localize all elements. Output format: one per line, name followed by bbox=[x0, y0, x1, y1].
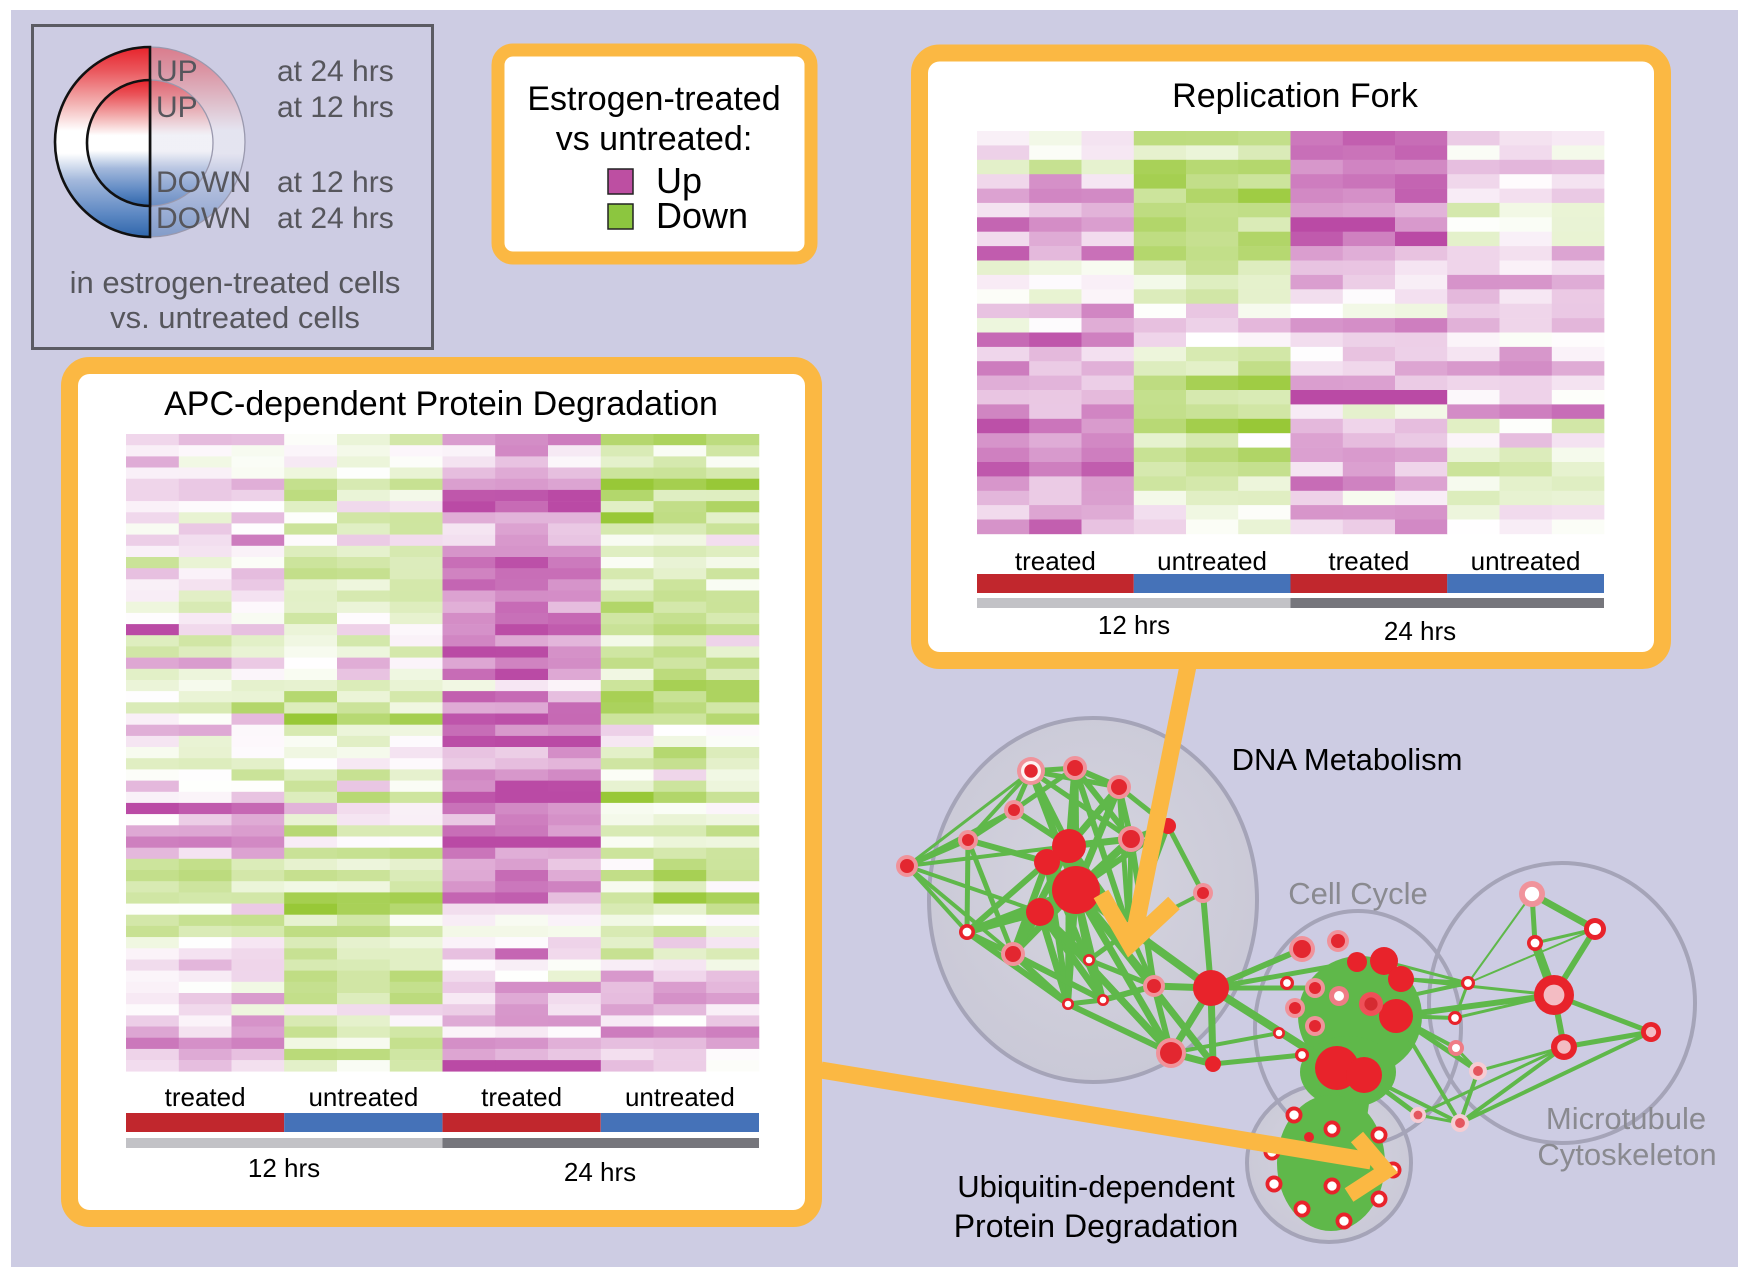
svg-text:DOWN: DOWN bbox=[156, 202, 251, 235]
svg-text:DNA Metabolism: DNA Metabolism bbox=[1232, 742, 1463, 777]
svg-text:treated: treated bbox=[481, 1082, 562, 1112]
svg-text:Cytoskeleton: Cytoskeleton bbox=[1537, 1137, 1716, 1172]
svg-text:treated: treated bbox=[1015, 546, 1096, 576]
svg-text:at 24 hrs: at 24 hrs bbox=[277, 55, 394, 88]
svg-text:UP: UP bbox=[156, 55, 198, 88]
svg-text:DOWN: DOWN bbox=[156, 166, 251, 199]
svg-text:Cell Cycle: Cell Cycle bbox=[1288, 876, 1428, 911]
svg-text:12 hrs: 12 hrs bbox=[1098, 610, 1170, 640]
svg-text:12 hrs: 12 hrs bbox=[248, 1153, 320, 1183]
svg-text:in estrogen-treated cells: in estrogen-treated cells bbox=[70, 265, 401, 300]
svg-text:at 12 hrs: at 12 hrs bbox=[277, 91, 394, 124]
svg-text:Replication Fork: Replication Fork bbox=[1172, 77, 1419, 115]
svg-text:at 24 hrs: at 24 hrs bbox=[277, 202, 394, 235]
svg-text:Protein Degradation: Protein Degradation bbox=[954, 1208, 1239, 1244]
svg-text:vs untreated:: vs untreated: bbox=[556, 120, 753, 158]
svg-text:24 hrs: 24 hrs bbox=[564, 1157, 636, 1187]
svg-text:APC-dependent Protein Degradat: APC-dependent Protein Degradation bbox=[164, 385, 718, 423]
svg-text:treated: treated bbox=[1328, 546, 1409, 576]
svg-text:treated: treated bbox=[165, 1082, 246, 1112]
svg-text:UP: UP bbox=[156, 91, 198, 124]
svg-text:24 hrs: 24 hrs bbox=[1384, 616, 1456, 646]
svg-text:Up: Up bbox=[656, 160, 702, 201]
svg-text:at 12 hrs: at 12 hrs bbox=[277, 166, 394, 199]
svg-text:Microtubule: Microtubule bbox=[1546, 1101, 1706, 1136]
svg-text:untreated: untreated bbox=[625, 1082, 735, 1112]
svg-text:Estrogen-treated: Estrogen-treated bbox=[527, 80, 780, 118]
svg-text:Down: Down bbox=[656, 195, 748, 236]
svg-text:Ubiquitin-dependent: Ubiquitin-dependent bbox=[957, 1169, 1235, 1204]
svg-text:vs. untreated cells: vs. untreated cells bbox=[110, 300, 360, 335]
svg-text:untreated: untreated bbox=[1471, 546, 1581, 576]
svg-text:untreated: untreated bbox=[308, 1082, 418, 1112]
svg-text:untreated: untreated bbox=[1157, 546, 1267, 576]
